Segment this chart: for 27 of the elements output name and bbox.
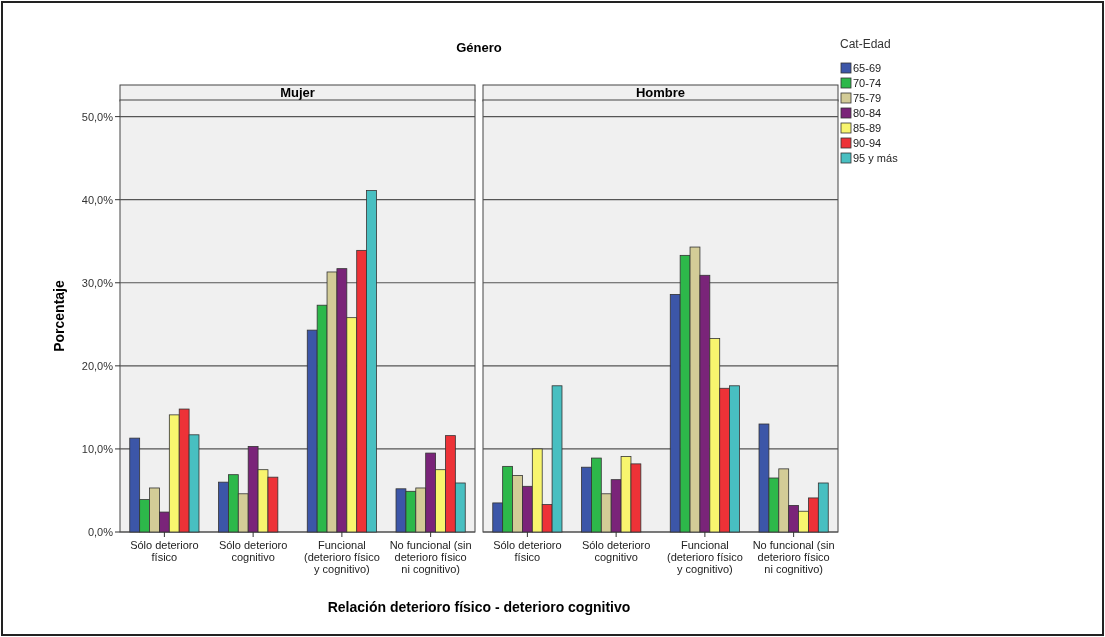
x-tick-label: Sólo deterioro cognitivo — [218, 539, 288, 563]
chart-title: Mujer — [280, 85, 315, 100]
y-tick-label: 40,0% — [81, 193, 114, 206]
legend-label: 65-69 — [853, 62, 882, 74]
y-tick-label: 20,0% — [81, 359, 114, 372]
x-tick-label: No funcional (sin deterioro físico ni cognitivo) — [752, 539, 835, 575]
x-tick-label: No funcional (sin deterioro físico ni cognitivo) — [389, 539, 472, 575]
text: Género — [456, 40, 502, 55]
legend-title: Cat-Edad — [840, 37, 891, 51]
x-tick-label: Sólo deterioro físico — [130, 539, 199, 563]
chart-title: Hombre — [635, 85, 686, 100]
x-tick-label: Funcional (deterioro físico y cognitivo) — [666, 539, 743, 575]
x-axis-title: Relación deterioro físico - deterioro cognitivo — [327, 599, 631, 615]
legend-label: 85-89 — [853, 122, 882, 134]
y-axis-title: Porcentaje — [51, 280, 67, 352]
y-tick-label: 0,0% — [87, 526, 114, 538]
x-tick-label: Sólo deterioro físico — [493, 539, 562, 563]
legend-label: 90-94 — [853, 137, 882, 149]
y-tick-label: 30,0% — [81, 276, 114, 289]
legend-label: 95 y más — [853, 152, 899, 164]
legend-label: 80-84 — [853, 107, 882, 119]
legend-label: 70-74 — [853, 77, 882, 89]
y-tick-label: 50,0% — [81, 110, 114, 123]
y-tick-label: 10,0% — [81, 442, 114, 455]
legend-label: 75-79 — [853, 92, 882, 104]
x-tick-label: Sólo deterioro cognitivo — [581, 539, 651, 563]
x-tick-label: Funcional (deterioro físico y cognitivo) — [303, 539, 380, 575]
